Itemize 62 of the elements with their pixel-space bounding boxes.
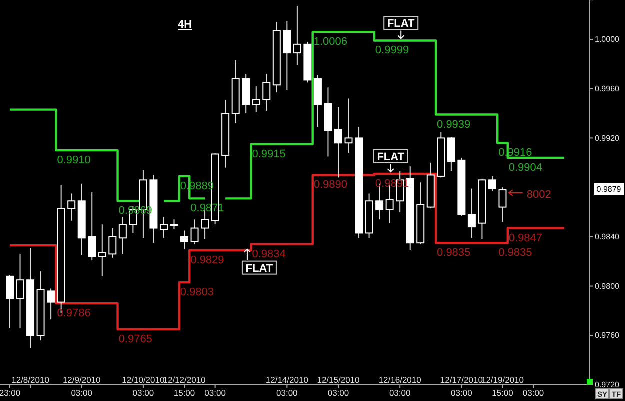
candlestick (6, 274, 14, 329)
candlestick (170, 219, 178, 230)
data-label: 0.9847 (508, 232, 543, 244)
candlestick (252, 86, 260, 113)
x-tick-label: 12/9/2010 03:00 (62, 375, 102, 398)
annotation: 8002 (526, 189, 552, 201)
data-label: 0.9999 (375, 44, 410, 57)
candlestick (283, 20, 292, 91)
y-tick-label: 0.9960 (595, 84, 620, 94)
candlestick (262, 74, 271, 112)
annotation: FLAT (246, 262, 274, 275)
data-label: 0.9915 (252, 148, 286, 160)
data-label: 0.9803 (180, 286, 214, 299)
y-tick-label: 0.9800 (595, 282, 620, 291)
x-tick-label: 12/17/2010 03:00 (440, 375, 484, 398)
candlestick (334, 106, 342, 178)
candlestick (344, 98, 353, 154)
candlestick (118, 216, 127, 255)
candlestick (160, 216, 168, 239)
candlestick (498, 187, 507, 223)
text: 4H (178, 19, 192, 31)
x-tick-label: 03:00 (522, 388, 544, 398)
x-tick-label: 12/8/2010 (12, 375, 50, 385)
y-tick-label: 1.0000 (595, 35, 620, 44)
text: 0.9879 (596, 185, 622, 194)
data-label: 0.9835 (437, 247, 471, 260)
candlestick (108, 228, 117, 258)
candlestick (98, 224, 106, 277)
candlestick (488, 176, 496, 192)
candlestick (190, 219, 199, 245)
candlestick (68, 193, 76, 222)
annotation: FLAT (387, 18, 416, 30)
data-label: 0.9835 (498, 247, 532, 260)
y-tick-label: 0.9840 (595, 232, 620, 242)
x-tick-label: 03:00 (204, 388, 226, 398)
y-tick-label: 0.9760 (595, 331, 620, 340)
data-label: 0.9834 (252, 248, 286, 260)
data-label: 0.9786 (57, 308, 91, 320)
x-tick-label: 12/15/2010 03:00 (317, 375, 360, 398)
x-tick-label: 23:00 (0, 388, 21, 398)
data-label: 0.9904 (508, 162, 543, 174)
data-label: 0.9910 (57, 154, 91, 167)
candlestick (16, 254, 24, 329)
candlestick (447, 136, 456, 172)
x-tick-label: 12/10/2010 03:00 (122, 375, 165, 398)
data-label: 1.0006 (314, 36, 348, 48)
y-tick-label: 0.9920 (595, 134, 620, 143)
data-label: 0.9939 (437, 118, 471, 131)
annotation: FLAT (377, 151, 405, 164)
candlestick (468, 188, 476, 239)
x-tick-label: 12/19/2010 15:00 (481, 375, 524, 398)
x-tick-label: 12/14/2010 03:00 (266, 375, 309, 398)
candlestick (47, 288, 56, 320)
data-label: 0.9829 (190, 254, 224, 266)
candlestick (88, 192, 96, 261)
candlestick (180, 230, 189, 250)
x-tick-label: 12/16/2010 03:00 (378, 375, 422, 398)
candlestick (293, 6, 302, 66)
data-label: 0.9765 (118, 333, 152, 346)
y-tick-label: 0.9720 (595, 380, 620, 390)
data-label: 0.9890 (314, 179, 348, 192)
x-tick-label: 12/12/2010 15:00 (163, 375, 206, 398)
